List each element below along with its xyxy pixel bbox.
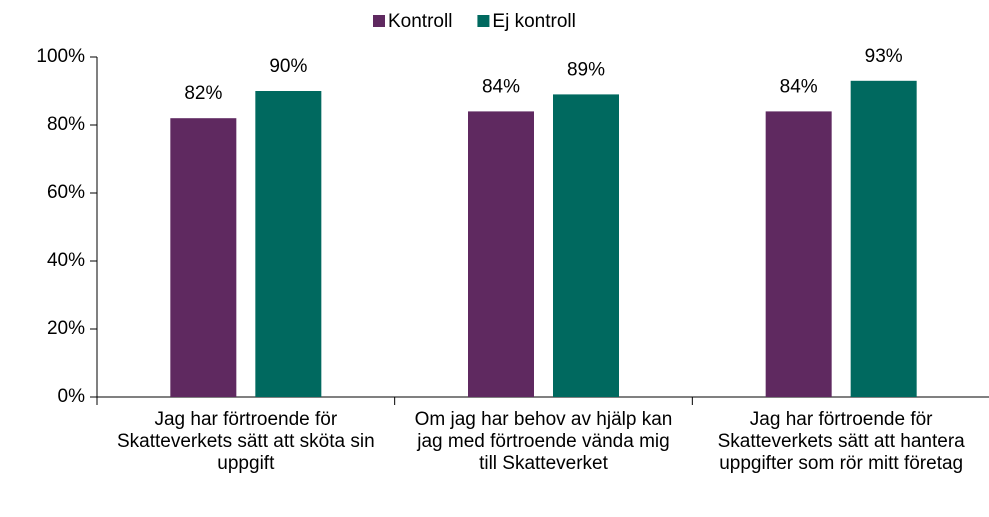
y-tick-label: 20% (47, 318, 85, 339)
bar (468, 111, 534, 398)
legend-swatch (477, 15, 490, 27)
bar (553, 94, 619, 398)
y-tick-label: 60% (47, 182, 85, 203)
x-tick-label: Om jag har behov av hjälp kan jag med fö… (414, 409, 673, 474)
x-tick-label: Jag har förtroende för Skatteverkets sät… (116, 409, 375, 474)
bar (850, 80, 917, 398)
x-tick-label-box: Jag har förtroende för Skatteverkets sät… (116, 409, 375, 474)
data-label: 93% (865, 46, 903, 67)
x-tick-label: Jag har förtroende för Skatteverkets sät… (717, 409, 965, 474)
bar (255, 91, 322, 397)
x-tick-label-box: Om jag har behov av hjälp kan jag med fö… (414, 409, 673, 474)
data-label: 84% (780, 76, 818, 97)
legend-label: Kontroll (388, 11, 452, 32)
data-label: 90% (269, 56, 307, 77)
bar (170, 118, 237, 397)
y-tick-label: 0% (58, 386, 86, 407)
x-tick-label-box: Jag har förtroende för Skatteverkets sät… (717, 409, 965, 474)
data-label: 82% (184, 83, 222, 104)
legend-label: Ej kontroll (492, 11, 575, 32)
y-tick-label: 40% (47, 250, 85, 271)
data-label: 89% (567, 59, 605, 80)
data-label: 84% (482, 76, 520, 97)
bar (765, 111, 832, 398)
y-tick-label: 80% (47, 114, 85, 135)
legend-swatch (373, 15, 385, 27)
y-tick-label: 100% (36, 46, 85, 67)
